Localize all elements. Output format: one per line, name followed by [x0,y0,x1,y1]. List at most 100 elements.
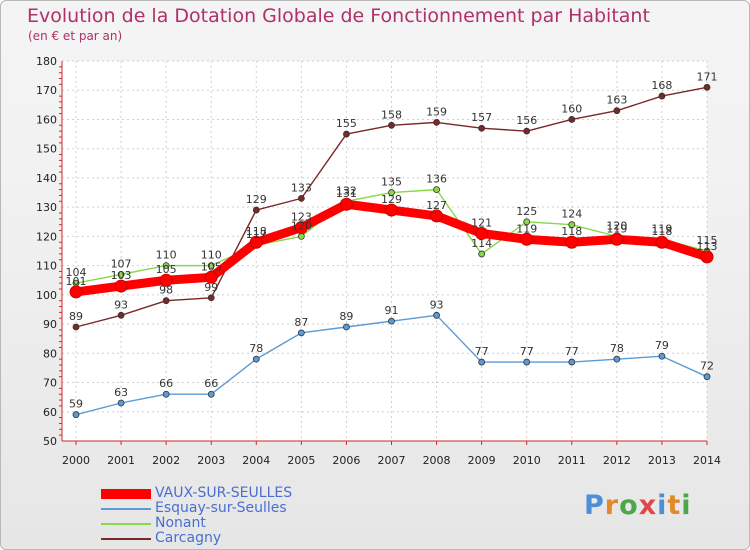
y-tick-label: 110 [36,260,57,273]
data-point [114,279,128,293]
data-label: 66 [204,377,218,390]
data-label: 118 [651,225,672,238]
data-point [388,121,395,129]
data-point [433,311,440,319]
data-label: 133 [291,181,312,194]
data-point [72,411,80,419]
data-label: 87 [294,316,308,329]
x-tick-label: 2005 [287,454,315,467]
data-label: 110 [201,249,222,262]
data-label: 120 [291,219,312,232]
data-label: 127 [426,199,447,212]
data-label: 121 [471,216,492,229]
logo-letter: o [619,490,639,521]
y-tick-label: 100 [36,289,57,302]
data-label: 110 [156,249,177,262]
data-point [69,285,83,299]
data-point [568,116,576,123]
data-label: 117 [246,228,267,241]
data-point [565,235,579,249]
data-point [294,221,308,235]
data-label: 79 [655,339,669,352]
y-tick-label: 70 [43,377,57,390]
legend-swatch [101,507,151,510]
data-point [249,235,263,249]
data-label: 89 [69,310,83,323]
data-label: 136 [426,173,447,186]
x-tick-label: 2001 [107,454,135,467]
data-label: 89 [339,310,353,323]
data-label: 119 [651,222,672,235]
legend-label: Esquay-sur-Seulles [155,500,287,516]
x-tick-label: 2013 [648,454,676,467]
data-label: 59 [69,398,83,411]
data-label: 118 [561,225,582,238]
data-label: 78 [610,342,624,355]
logo-letter: t [667,490,682,521]
data-point [433,186,440,194]
y-tick-label: 50 [43,435,57,448]
y-tick-label: 180 [36,55,57,68]
data-label: 101 [66,275,87,288]
data-label: 158 [381,108,402,121]
data-point [523,358,531,366]
legend-label: Nonant [155,515,206,531]
data-label: 93 [114,298,128,311]
data-label: 119 [516,222,537,235]
data-label: 119 [606,222,627,235]
data-point [568,358,576,366]
data-label: 99 [204,281,218,294]
data-point [568,221,576,229]
series-lines [69,83,714,419]
legend: VAUX-SUR-SEULLES Esquay-sur-Seulles Nonant… [101,486,292,546]
x-tick-label: 2014 [693,454,721,467]
plot-area [62,61,707,441]
data-point [700,250,714,264]
data-label: 171 [697,70,718,83]
data-point [339,197,353,211]
legend-item: Carcagny [101,531,292,546]
data-label: 98 [159,284,173,297]
data-label: 163 [606,94,627,107]
legend-item: Nonant [101,516,292,531]
data-point [610,232,624,246]
x-tick-label: 2004 [242,454,270,467]
data-label: 93 [430,298,444,311]
x-tick-label: 2011 [558,454,586,467]
data-label: 159 [426,105,447,118]
data-label: 125 [516,205,537,218]
data-point [117,270,125,278]
logo-letter: i [657,490,668,521]
data-label: 91 [385,304,399,317]
data-label: 103 [111,269,132,282]
data-label: 156 [516,114,537,127]
legend-item: Esquay-sur-Seulles [101,501,292,516]
data-point [162,262,170,270]
x-tick-label: 2010 [513,454,541,467]
data-label: 72 [700,360,714,373]
y-tick-label: 80 [43,347,57,360]
data-point [703,373,711,381]
data-point [478,124,486,132]
data-point [478,358,486,366]
data-point [613,355,621,363]
data-point [72,323,80,331]
data-label: 78 [249,342,263,355]
data-label: 129 [246,193,267,206]
data-label: 115 [697,234,718,247]
axes: 50 60 70 80 90 100 110 120 130 140 150 160 170 180 200… [36,55,721,467]
x-tick-label: 2006 [332,454,360,467]
data-point [343,323,350,331]
chart-title: Evolution de la Dotation Globale de Fonc… [27,5,650,27]
logo-letter: x [638,490,658,521]
data-label: 66 [159,377,173,390]
y-tick-label: 170 [36,84,57,97]
data-label: 135 [381,176,402,189]
data-label: 104 [66,266,87,279]
logo-letter: i [681,490,692,521]
data-point [162,297,170,305]
data-label: 77 [475,345,489,358]
